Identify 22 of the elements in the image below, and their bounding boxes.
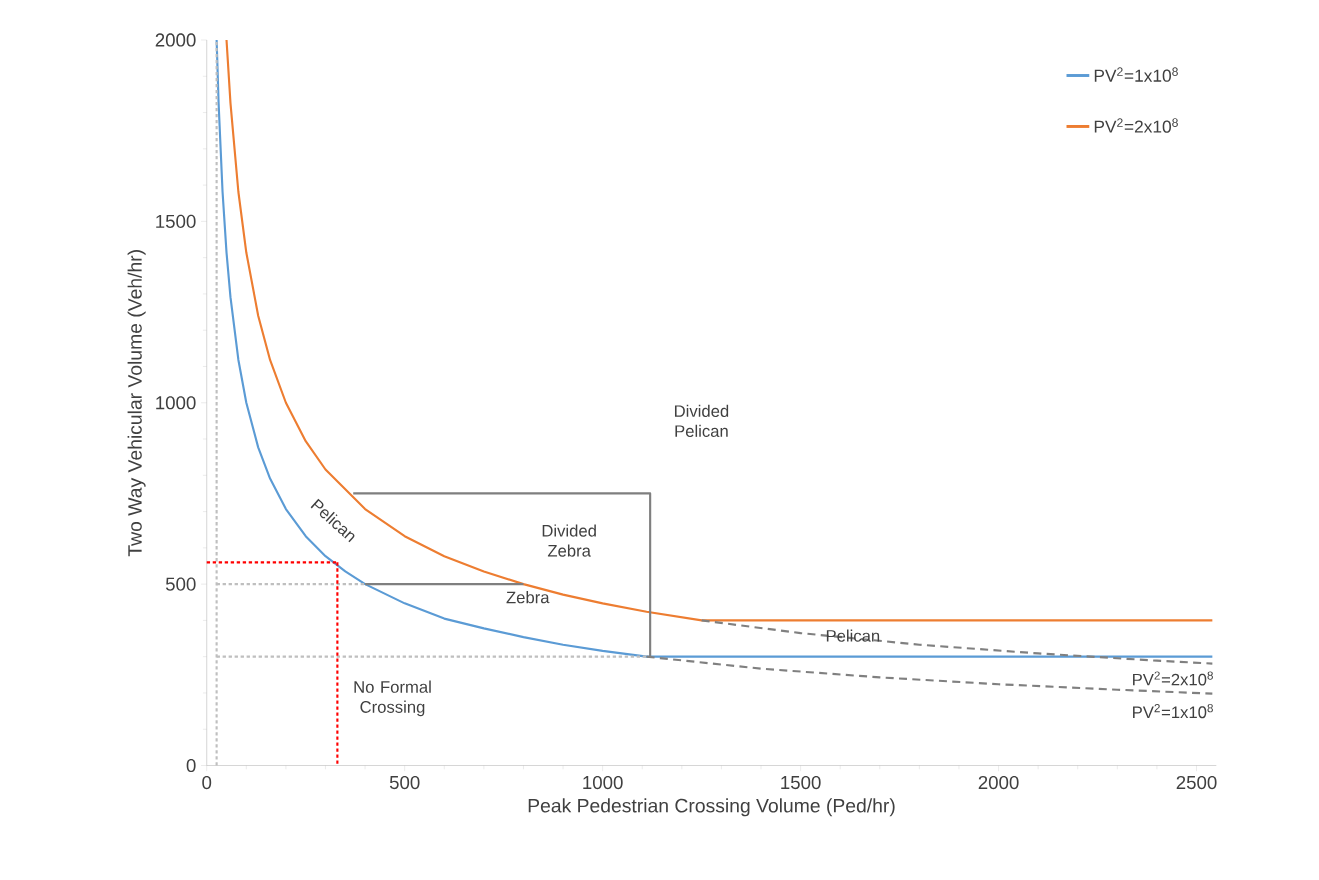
annotation: Zebra (506, 590, 550, 604)
y-tick-label: 2000 (155, 33, 196, 47)
annotation: Divided Pelican (674, 404, 729, 437)
x-tick-label: 1500 (781, 775, 821, 790)
legend-label: PV$^{2}$=2x10$^{8}$ (1094, 118, 1178, 133)
x-axis-title: Peak Pedestrian Crossing Volume (Ped/hr) (528, 798, 895, 817)
y-tick-label: 1500 (156, 214, 196, 228)
annotation: PV$^{2}$=2x10$^{8}$ (1133, 671, 1213, 686)
legend-label: PV$^{2}$=1x10$^{8}$ (1094, 67, 1178, 82)
x-tick-label: 2500 (1176, 775, 1217, 790)
annotation: Pelican (826, 629, 880, 642)
x-tick-label: 1000 (583, 775, 623, 790)
y-tick-label: 0 (186, 758, 196, 773)
y-tick-label: 500 (165, 577, 196, 591)
annotation: Divided Zebra (542, 524, 596, 557)
x-tick-label: 2000 (978, 775, 1019, 790)
annotation: PV$^{2}$=1x10$^{8}$ (1133, 703, 1213, 719)
y-tick-label: 1000 (156, 396, 196, 410)
x-tick-label: 0 (202, 775, 212, 790)
y-axis-title: Two Way Vehicular Volume (Veh/hr) (127, 250, 146, 557)
annotation: No Formal Crossing (354, 680, 431, 717)
x-tick-label: 500 (389, 775, 420, 790)
